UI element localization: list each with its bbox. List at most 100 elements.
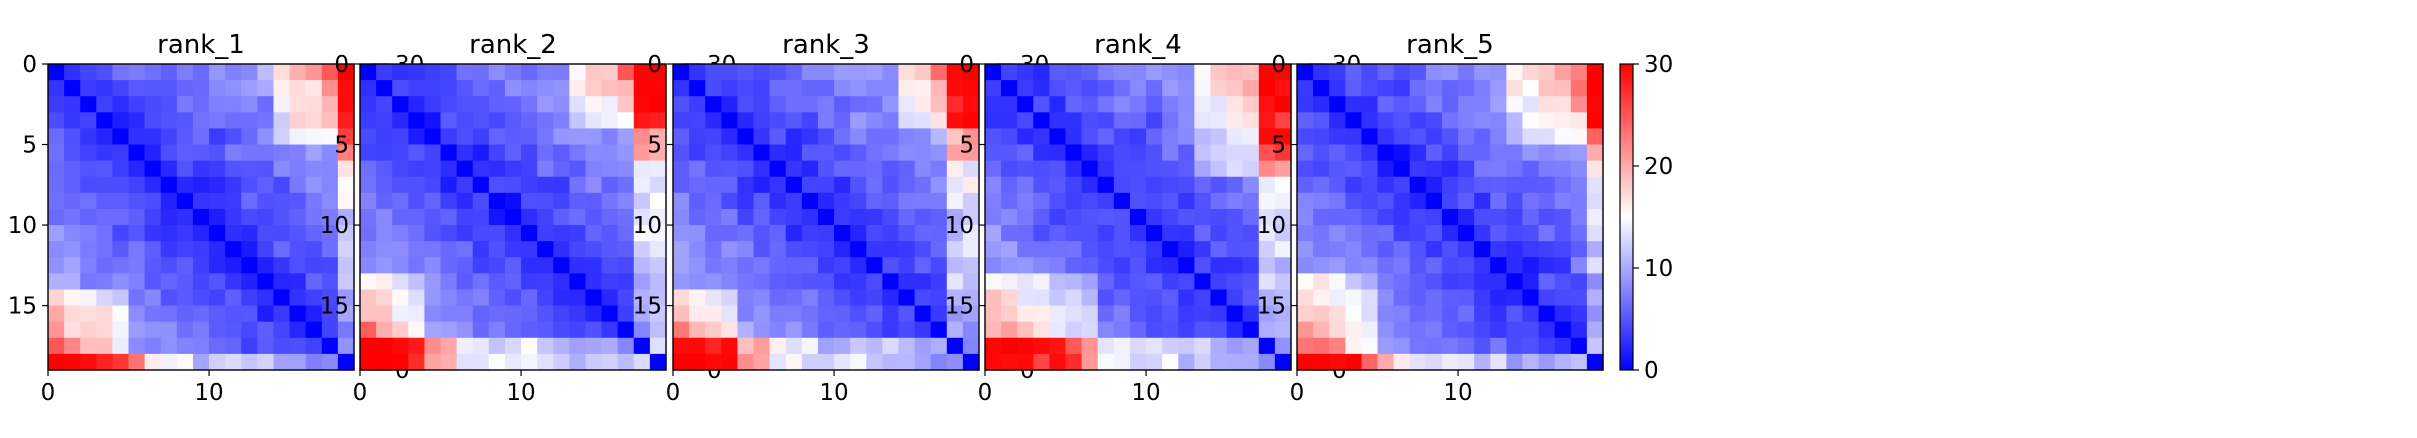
heatmap-cell (225, 208, 242, 226)
heatmap-cell (1538, 80, 1556, 97)
heatmap-cell (96, 273, 114, 291)
heatmap-cell (633, 305, 651, 323)
heatmap-cell (1554, 257, 1572, 274)
heatmap-cell (1242, 353, 1260, 371)
heatmap-cell (1194, 112, 1212, 130)
colorbar-tick-label: 30 (1644, 52, 1673, 78)
heatmap-cell (1129, 241, 1147, 258)
heatmap-cell (472, 241, 490, 258)
heatmap-cell (930, 305, 948, 323)
heatmap-cell (585, 192, 603, 210)
heatmap-cell (1178, 176, 1195, 194)
heatmap-cell (504, 208, 522, 226)
heatmap-cell (192, 289, 210, 307)
heatmap-cell (1586, 337, 1604, 355)
heatmap-cell (1210, 192, 1228, 210)
heatmap-cell (1554, 160, 1572, 178)
heatmap-cell (192, 257, 210, 274)
heatmap-cell (48, 192, 65, 210)
heatmap-cell (1033, 241, 1051, 258)
heatmap-cell (1097, 160, 1115, 178)
heatmap-cell (1377, 273, 1395, 291)
heatmap-cell (1001, 80, 1018, 97)
heatmap-cell (817, 112, 835, 130)
heatmap-cell (882, 112, 900, 130)
heatmap-cell (192, 112, 210, 130)
heatmap-cell (376, 176, 393, 194)
heatmap-cell (241, 257, 258, 274)
heatmap-cell (1210, 305, 1228, 323)
heatmap-cell (1554, 64, 1572, 81)
heatmap-cell (1033, 289, 1051, 307)
heatmap-cell (1033, 192, 1051, 210)
heatmap-cell (850, 241, 867, 258)
heatmap-cell (785, 305, 803, 323)
heatmap-cell (376, 289, 393, 307)
heatmap-cell (289, 96, 307, 113)
heatmap-cell (617, 337, 635, 355)
heatmap-cell (1474, 257, 1491, 274)
heatmap-cell (408, 289, 426, 307)
heatmap-cell (1258, 353, 1276, 371)
heatmap-cell (649, 225, 667, 242)
heatmap-cell (1297, 80, 1314, 97)
y-tick-label: 0 (959, 52, 974, 78)
heatmap-cell (1178, 257, 1195, 274)
heatmap-cell (930, 321, 948, 339)
heatmap-cell (1210, 80, 1228, 97)
heatmap-cell (1210, 353, 1228, 371)
heatmap-cell (1570, 144, 1588, 162)
heatmap-cell (1065, 273, 1083, 291)
heatmap-cell (850, 176, 867, 194)
heatmap-cell (1178, 225, 1195, 242)
heatmap-cell (144, 112, 162, 130)
heatmap-cell (1441, 337, 1459, 355)
heatmap-cell (769, 305, 787, 323)
heatmap-cell (569, 353, 587, 371)
heatmap-cell (1490, 160, 1507, 178)
heatmap-cell (209, 192, 226, 210)
heatmap-cell (257, 96, 275, 113)
heatmap-cell (1258, 225, 1276, 242)
heatmap-cell (392, 112, 409, 130)
heatmap-cell (1458, 257, 1475, 274)
heatmap-cell (898, 337, 916, 355)
heatmap-cell (1162, 128, 1179, 146)
heatmap-cell (1570, 353, 1588, 371)
heatmap-cell (569, 273, 587, 291)
heatmap-cell (1297, 176, 1314, 194)
heatmap-cell (257, 144, 275, 162)
heatmap-cell (962, 160, 980, 178)
heatmap-cell (360, 305, 377, 323)
heatmap-cell (817, 273, 835, 291)
heatmap-cell (985, 353, 1002, 371)
heatmap-cell (1490, 225, 1507, 242)
heatmap-cell (914, 80, 932, 97)
heatmap-cell (504, 225, 522, 242)
heatmap-cell (472, 289, 490, 307)
heatmap-cell (1113, 241, 1131, 258)
heatmap-cell (376, 192, 393, 210)
heatmap-cell (898, 321, 916, 339)
heatmap-cell (321, 225, 339, 242)
heatmap-cell (1586, 289, 1604, 307)
heatmap-cell (737, 112, 755, 130)
heatmap-cell (48, 225, 65, 242)
heatmap-cell (521, 321, 538, 339)
heatmap-cell (1393, 144, 1411, 162)
heatmap-cell (440, 289, 458, 307)
heatmap-cell (1490, 241, 1507, 258)
heatmap-cell (64, 112, 81, 130)
heatmap-cell (1033, 80, 1051, 97)
heatmap-cell (360, 192, 377, 210)
heatmap-cell (1409, 337, 1427, 355)
heatmap-cell (1097, 257, 1115, 274)
heatmap-cell (144, 128, 162, 146)
heatmap-cell (241, 96, 258, 113)
heatmap-cell (128, 64, 146, 81)
heatmap-cell (273, 208, 291, 226)
heatmap-cell (649, 257, 667, 274)
heatmap-cell (1033, 96, 1051, 113)
heatmap-cell (1506, 337, 1524, 355)
heatmap-cell (585, 64, 603, 81)
